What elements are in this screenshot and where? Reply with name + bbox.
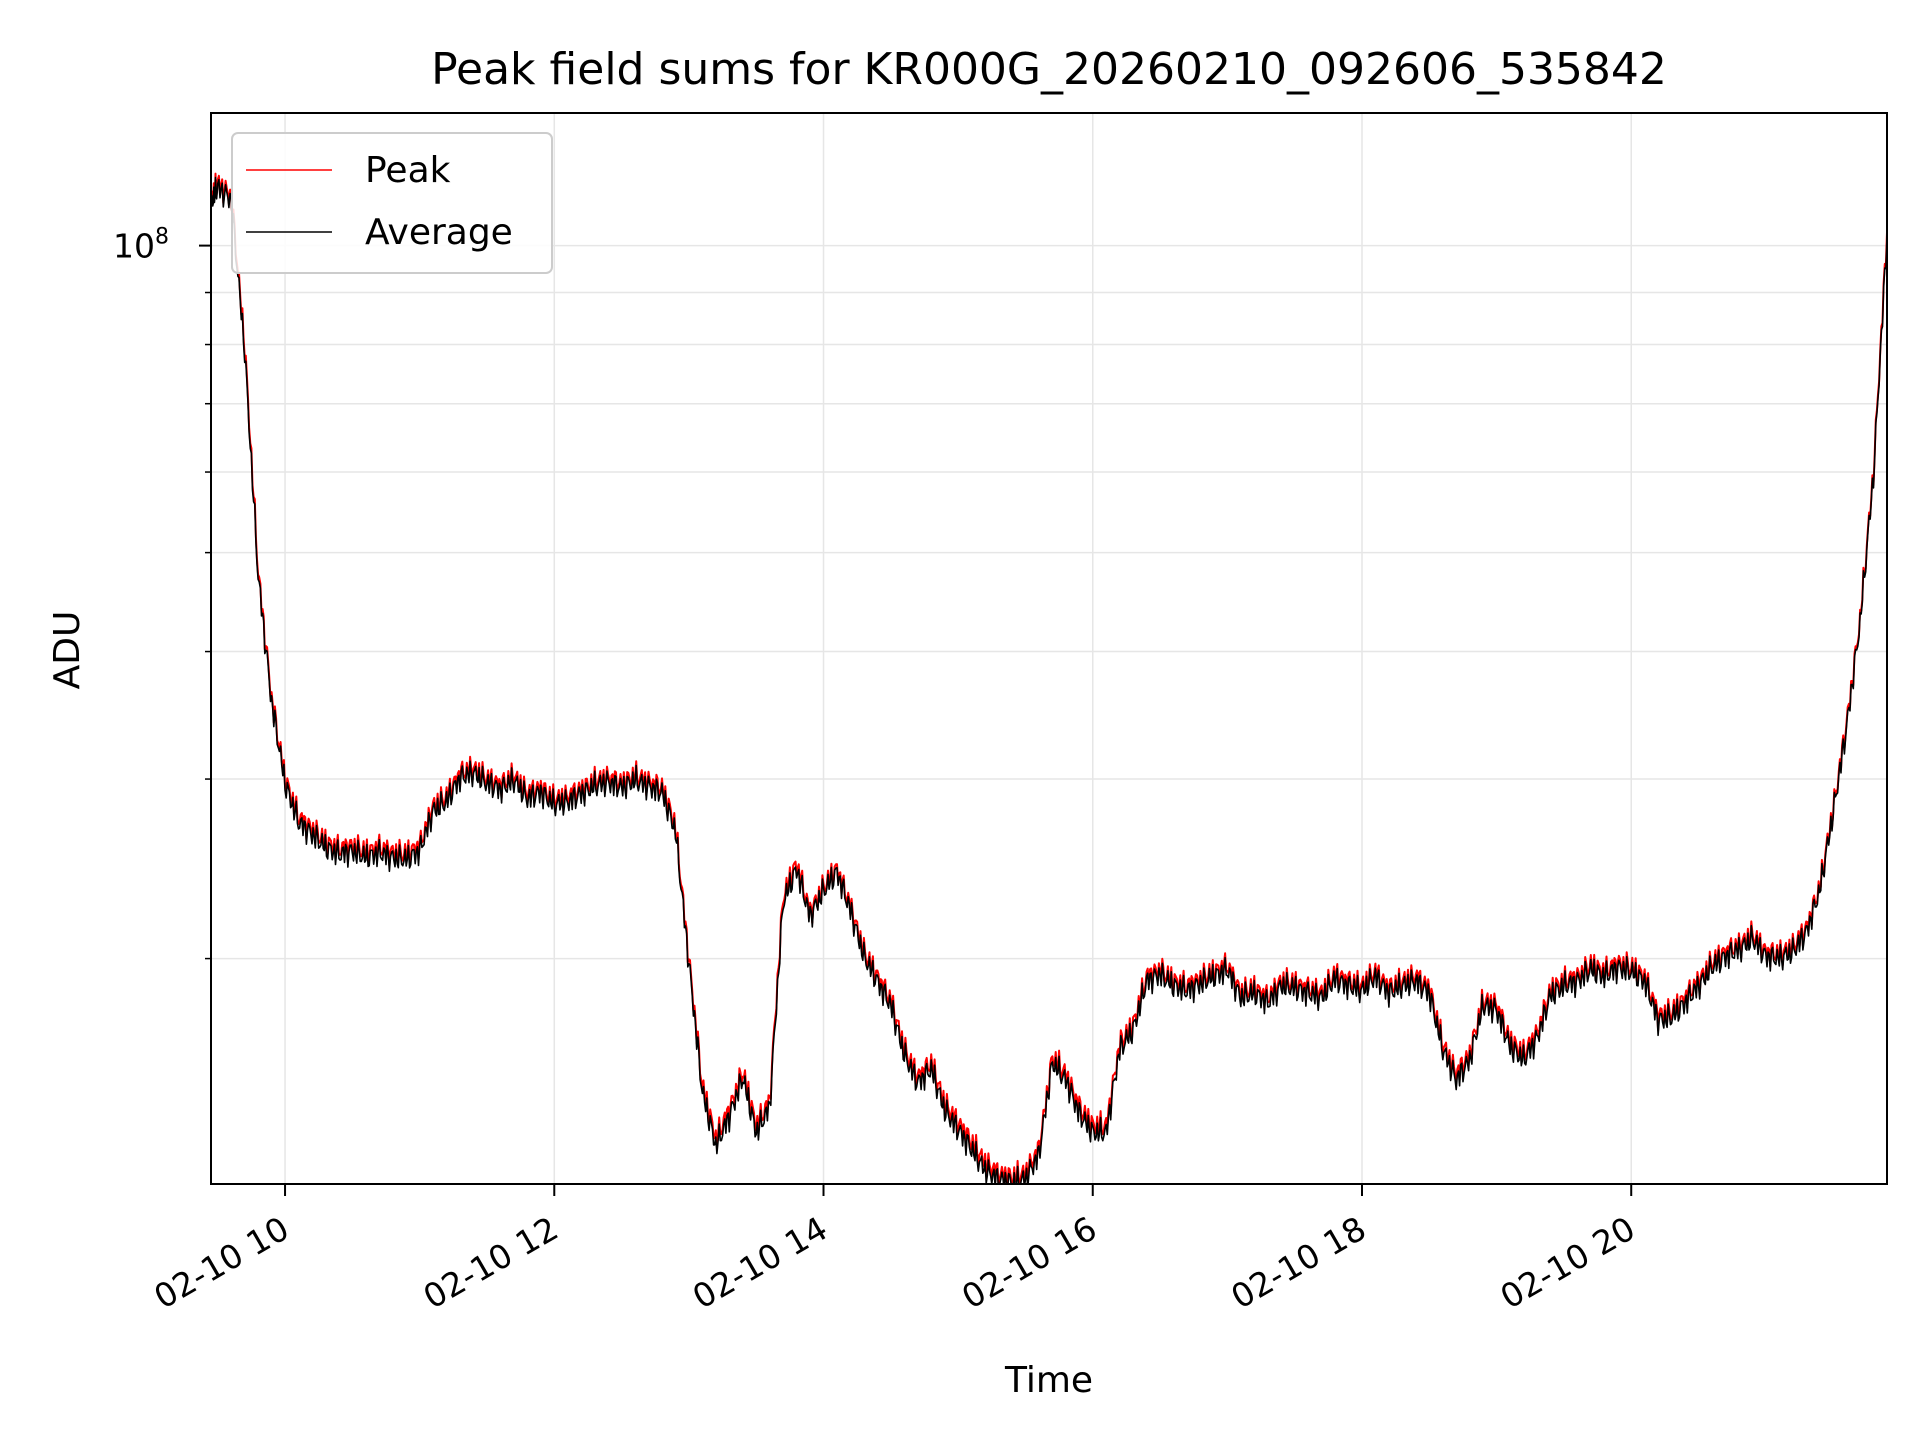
x-axis-label: Time (1004, 1360, 1093, 1401)
chart-title: Peak field sums for KR000G_20260210_0926… (431, 44, 1667, 95)
y-tick-label: 108 (113, 225, 169, 266)
series-layer (211, 172, 1887, 1184)
series-line-average (211, 176, 1887, 1184)
y-axis-label: ADU (47, 611, 88, 690)
legend-box (231, 132, 553, 274)
legend-label-average: Average (365, 212, 513, 253)
plot-frame (210, 112, 1888, 1185)
legend-label-peak: Peak (365, 150, 451, 191)
legend[interactable]: Peak Average (231, 132, 553, 274)
